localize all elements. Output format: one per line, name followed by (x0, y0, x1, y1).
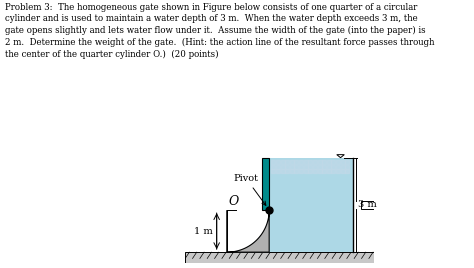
Polygon shape (262, 158, 269, 210)
Text: 3 m: 3 m (358, 200, 376, 209)
Polygon shape (185, 252, 374, 263)
FancyBboxPatch shape (361, 201, 374, 209)
Polygon shape (337, 155, 344, 158)
Text: Pivot: Pivot (234, 174, 266, 205)
Polygon shape (227, 210, 269, 252)
Polygon shape (269, 158, 353, 252)
Polygon shape (227, 210, 269, 252)
Text: Problem 3:  The homogeneous gate shown in Figure below consists of one quarter o: Problem 3: The homogeneous gate shown in… (5, 3, 434, 59)
Text: 1 m: 1 m (194, 227, 213, 236)
Text: O: O (228, 195, 238, 208)
